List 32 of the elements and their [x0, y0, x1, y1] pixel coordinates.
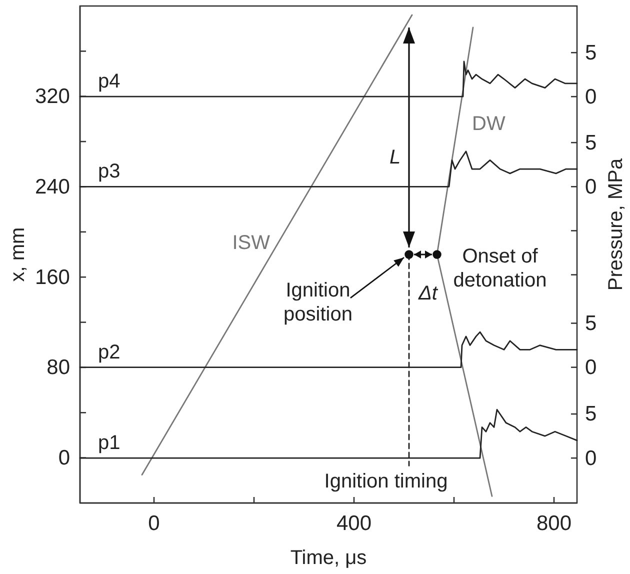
y-tick-label: 5 [585, 131, 597, 154]
series-label: p1 [98, 432, 120, 454]
line-series [79, 60, 578, 98]
y-tick-label: 0 [585, 175, 597, 198]
x-tick-label: 400 [336, 512, 372, 535]
x-tick-label: 800 [536, 512, 572, 535]
y-tick-label: 80 [46, 356, 70, 380]
y-tick-label: 0 [58, 446, 70, 470]
y-tick-label: 5 [585, 41, 597, 64]
y-axis-title: Pressure, MPa [605, 157, 627, 291]
y-axis-title: x, mm [7, 227, 29, 282]
series-label: p2 [98, 341, 120, 364]
x-axis-title: Time, μs [290, 547, 367, 569]
x-tick-label: 0 [148, 512, 160, 535]
y-tick-label: 160 [34, 266, 70, 289]
annotation: Ignition position [284, 280, 352, 326]
series-label: p3 [98, 160, 120, 183]
series-label: p4 [98, 70, 120, 93]
y-tick-label: 0 [585, 356, 597, 380]
annotation: Δt [418, 282, 439, 304]
annotation: L [389, 146, 401, 168]
annotation: Ignition timing [324, 470, 448, 492]
series-label: ISW [232, 232, 270, 254]
y-tick-label: 5 [585, 402, 597, 426]
y-tick-label: 240 [34, 175, 70, 198]
annotation: Onset of detonation [453, 246, 547, 292]
y-tick-label: 0 [585, 446, 597, 470]
y-tick-label: 320 [34, 85, 70, 108]
y-tick-label: 5 [585, 312, 597, 335]
y-tick-label: 0 [585, 85, 597, 108]
series-label: DW [472, 113, 506, 136]
line-series [79, 150, 578, 188]
